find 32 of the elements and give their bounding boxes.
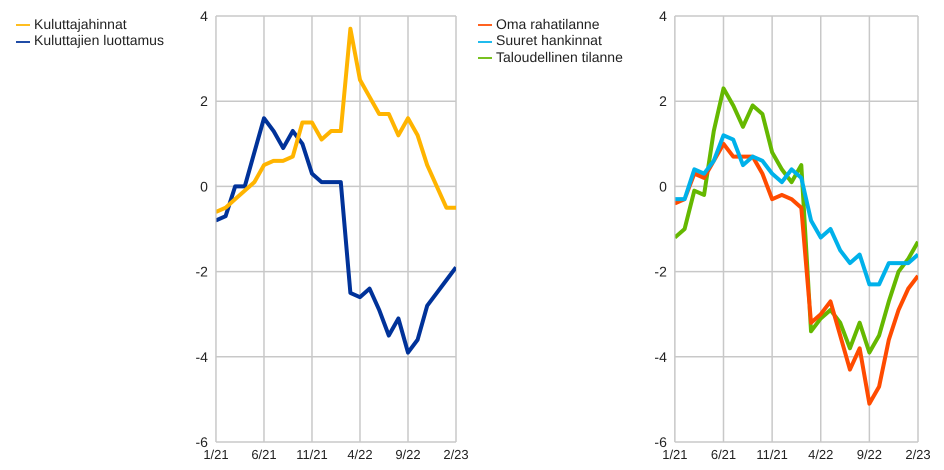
x-tick-label: 1/21 [203, 447, 229, 462]
x-tick-label: 1/21 [662, 447, 688, 462]
x-tick-label: 11/21 [296, 447, 328, 462]
x-tick-label: 9/22 [856, 447, 882, 462]
x-tick-label: 4/22 [808, 447, 834, 462]
y-tick-label: 2 [659, 93, 668, 110]
y-tick-label: 4 [200, 8, 208, 24]
x-tick-label: 11/21 [756, 447, 788, 462]
x-tick-label: 2/23 [905, 447, 931, 462]
line-series [216, 26, 456, 214]
y-tick-label: 0 [659, 178, 668, 194]
y-tick-label: -6 [196, 434, 208, 450]
legend-label: Kuluttajien luottamus [34, 32, 164, 48]
x-tick-label: 9/22 [395, 447, 421, 462]
y-tick-label: -4 [654, 348, 668, 365]
legend-label: Kuluttajahinnat [34, 16, 127, 32]
legend-label: Suuret hankinnat [496, 32, 602, 48]
x-tick-label: 6/21 [251, 447, 277, 462]
line-series [216, 116, 456, 355]
y-tick-label: -4 [196, 348, 208, 365]
y-tick-label: -2 [654, 264, 668, 280]
x-tick-label: 2/23 [443, 447, 469, 462]
x-tick-label: 4/22 [347, 447, 373, 462]
y-tick-label: 2 [200, 93, 208, 110]
legend-label: Oma rahatilanne [496, 16, 600, 32]
y-tick-label: -6 [654, 434, 668, 450]
x-tick-label: 6/21 [710, 447, 736, 462]
y-tick-label: 0 [200, 178, 208, 194]
y-tick-label: 4 [659, 8, 668, 24]
line-series [674, 133, 918, 286]
legend-label: Taloudellinen tilanne [496, 48, 623, 65]
y-tick-label: -2 [196, 264, 208, 280]
